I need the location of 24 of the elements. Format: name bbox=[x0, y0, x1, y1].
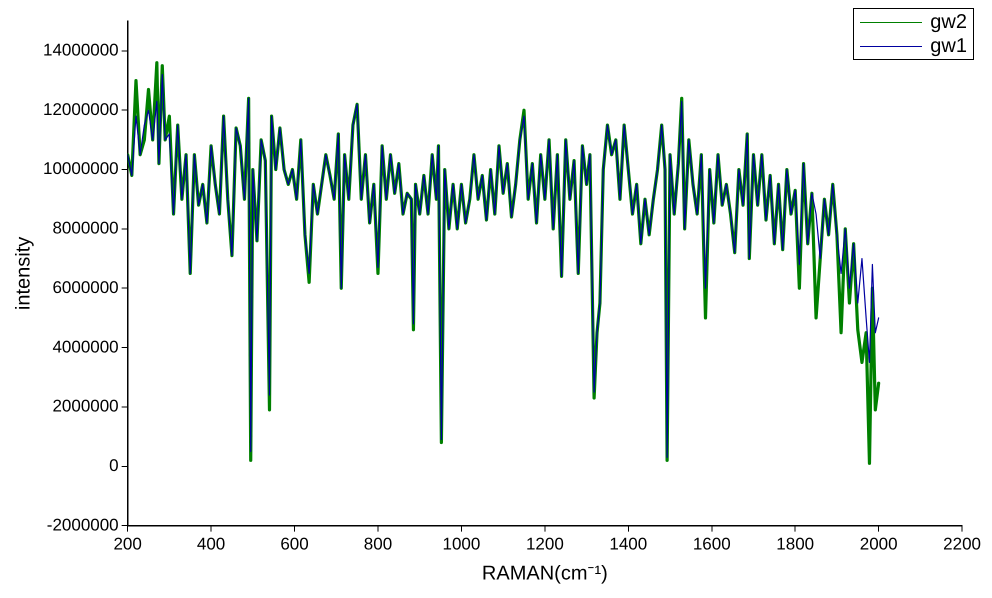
x-tick-label: 2200 bbox=[943, 534, 982, 554]
x-tick-label: 600 bbox=[280, 534, 309, 554]
x-tick-label: 1000 bbox=[442, 534, 480, 554]
x-tick-label: 200 bbox=[113, 534, 142, 554]
y-tick-label: 8000000 bbox=[52, 218, 119, 238]
y-axis-title: intensity bbox=[12, 236, 35, 310]
y-tick-label: 10000000 bbox=[42, 159, 119, 178]
y-tick-label: 2000000 bbox=[52, 396, 119, 416]
y-tick-label: 12000000 bbox=[42, 100, 119, 119]
x-tick-label: 2000 bbox=[860, 534, 898, 554]
y-tick-label: 6000000 bbox=[52, 278, 119, 297]
y-tick-label: 14000000 bbox=[42, 40, 119, 60]
x-axis-title: RAMAN(cm⁻¹) bbox=[482, 562, 608, 585]
legend-label: gw1 bbox=[930, 34, 967, 58]
x-tick-label: 1600 bbox=[692, 534, 731, 554]
x-tick-label: 1200 bbox=[526, 534, 564, 554]
y-tick-label: 4000000 bbox=[52, 337, 119, 356]
x-tick-label: 1800 bbox=[776, 534, 814, 554]
x-tick-label: 800 bbox=[364, 534, 392, 554]
legend-label: gw2 bbox=[930, 10, 967, 34]
x-tick-label: 400 bbox=[196, 534, 226, 554]
y-tick-label: -2000000 bbox=[46, 515, 119, 534]
x-tick-label: 1400 bbox=[609, 534, 648, 554]
y-tick-label: 0 bbox=[109, 456, 119, 475]
